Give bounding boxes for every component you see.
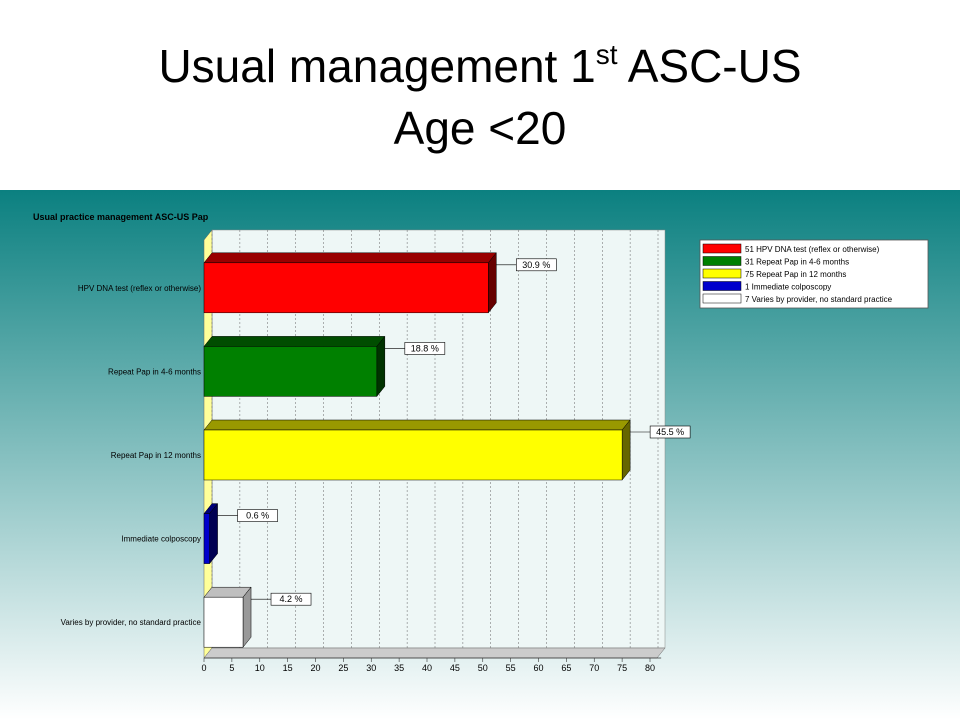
x-tick-label: 40: [422, 663, 432, 673]
y-tick-label: Immediate colposcopy: [121, 535, 201, 544]
bar: [203, 262, 489, 314]
legend-swatch: [702, 268, 742, 279]
title-text: Usual management 1: [158, 40, 595, 92]
x-tick-label: 50: [478, 663, 488, 673]
bar-side: [488, 252, 497, 314]
legend-swatch: [702, 256, 742, 266]
y-tick-label: Repeat Pap in 4-6 months: [108, 367, 201, 376]
x-tick-label: 5: [229, 663, 234, 673]
bar: [203, 596, 244, 648]
y-tick-label: HPV DNA test (reflex or otherwise): [78, 284, 201, 293]
value-label: 18.8 %: [411, 343, 439, 353]
floor: [203, 647, 666, 659]
y-tick-label: Repeat Pap in 12 months: [111, 451, 201, 460]
bar: [203, 513, 210, 564]
bar: [203, 429, 623, 481]
legend-swatch: [702, 281, 742, 291]
x-tick-label: 20: [310, 663, 320, 673]
slide-title: Usual management 1st ASC-US: [158, 39, 801, 92]
legend-swatch: [702, 293, 742, 304]
legend-label: 51 HPV DNA test (reflex or otherwise): [745, 245, 880, 254]
value-label-box: [404, 342, 446, 355]
x-tick-label: 25: [338, 663, 348, 673]
x-tick-label: 10: [255, 663, 265, 673]
bar-top: [203, 252, 497, 264]
bar-side: [242, 586, 252, 648]
x-tick-label: 65: [561, 663, 571, 673]
value-label-box: [237, 509, 278, 522]
title-sup: st: [596, 39, 618, 70]
value-label: 0.6 %: [246, 511, 269, 521]
x-tick-label: 60: [533, 663, 543, 673]
legend-label: 31 Repeat Pap in 4-6 months: [745, 258, 849, 267]
value-label: 30.9 %: [522, 260, 550, 270]
bar-side: [209, 502, 218, 565]
bar-side: [376, 335, 386, 398]
legend-label: 1 Immediate colposcopy: [745, 283, 831, 292]
x-tick-label: 0: [201, 663, 206, 673]
x-tick-label: 80: [645, 663, 655, 673]
x-tick-label: 30: [366, 663, 376, 673]
value-label: 45.5 %: [656, 427, 684, 437]
value-label-box: [270, 592, 312, 606]
legend-label: 75 Repeat Pap in 12 months: [745, 270, 846, 279]
bar-top: [203, 419, 631, 431]
bar-top: [203, 336, 386, 347]
value-label-box: [516, 258, 557, 272]
x-tick-label: 45: [450, 663, 460, 673]
value-label-box: [649, 425, 691, 439]
x-tick-label: 75: [617, 663, 627, 673]
chart-title: Usual practice management ASC-US Pap: [33, 212, 209, 222]
legend-label: 7 Varies by provider, no standard practi…: [745, 295, 893, 304]
x-tick-label: 35: [394, 663, 404, 673]
legend-swatch: [702, 243, 742, 254]
title-text: ASC-US: [617, 40, 801, 92]
x-tick-label: 55: [506, 663, 516, 673]
bar-side: [621, 419, 631, 481]
bar: [203, 346, 378, 397]
x-tick-label: 15: [283, 663, 293, 673]
slide-subtitle: Age <20: [394, 102, 567, 154]
y-tick-label: Varies by provider, no standard practice: [61, 618, 202, 627]
value-label: 4.2 %: [280, 594, 303, 604]
x-tick-label: 70: [589, 663, 599, 673]
